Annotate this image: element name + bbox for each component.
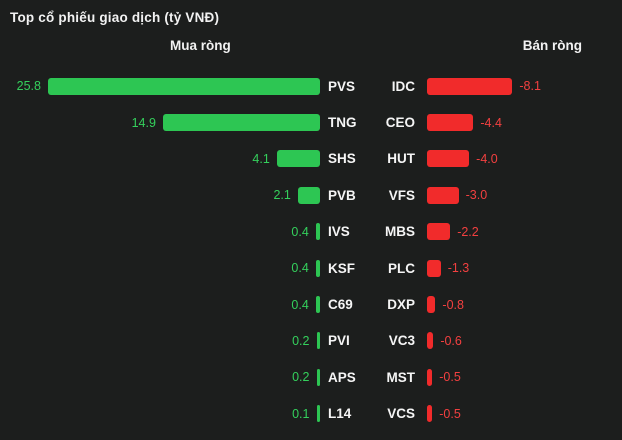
net-sell-header: Bán ròng — [522, 38, 582, 53]
buy-bar-area: 0.1 — [10, 405, 320, 423]
chart-row: 0.2 PVI VC3 -0.6 — [10, 323, 612, 359]
chart-row: 0.4 IVS MBS -2.2 — [10, 214, 612, 250]
chart-row: 25.8 PVS IDC -8.1 — [10, 68, 612, 104]
chart-row: 2.1 PVB VFS -3.0 — [10, 177, 612, 213]
buy-bar-area: 0.4 — [10, 223, 320, 241]
sell-ticker-label: VC3 — [388, 333, 415, 349]
buy-value-label: 2.1 — [273, 188, 291, 203]
sell-bar-area: -0.5 — [427, 368, 612, 386]
sell-bar-area: -0.6 — [427, 332, 612, 350]
buy-value-label: 0.2 — [292, 370, 310, 385]
sell-ticker-label: DXP — [387, 297, 415, 313]
sell-bar-area: -2.2 — [427, 223, 612, 241]
net-buy-header: Mua ròng — [170, 38, 231, 53]
chart-row: 0.4 KSF PLC -1.3 — [10, 250, 612, 286]
buy-value-label: 0.1 — [292, 406, 310, 421]
sell-ticker-label: IDC — [391, 78, 415, 94]
buy-bar-area: 0.4 — [10, 259, 320, 277]
buy-ticker-label: PVS — [328, 78, 356, 94]
sell-value-label: -8.1 — [519, 79, 541, 94]
buy-bar-area: 14.9 — [10, 114, 320, 132]
sell-ticker-label: HUT — [387, 151, 415, 167]
buy-ticker-label: SHS — [328, 151, 356, 167]
buy-bar — [315, 259, 320, 277]
buy-bar — [162, 114, 320, 132]
chart-rows: 25.8 PVS IDC -8.1 14.9 TNG CEO -4.4 4.1 SHS HUT -4.… — [10, 68, 612, 432]
buy-bar-area: 0.2 — [10, 332, 320, 350]
buy-bar-area: 0.2 — [10, 368, 320, 386]
sell-value-label: -4.0 — [476, 151, 498, 166]
chart-row: 4.1 SHS HUT -4.0 — [10, 141, 612, 177]
buy-bar-area: 2.1 — [10, 186, 320, 204]
sell-ticker-label: PLC — [388, 260, 415, 276]
sell-bar — [427, 296, 436, 314]
buy-ticker-label: TNG — [328, 115, 357, 131]
chart-row: 0.1 L14 VCS -0.5 — [10, 396, 612, 432]
sell-bar — [427, 186, 459, 204]
buy-value-label: 0.4 — [291, 261, 309, 276]
sell-bar — [427, 150, 470, 168]
sell-bar-area: -4.4 — [427, 114, 612, 132]
buy-value-label: 0.4 — [291, 297, 309, 312]
chart-row: 14.9 TNG CEO -4.4 — [10, 104, 612, 140]
sell-bar — [427, 114, 474, 132]
sell-bar-area: -0.8 — [427, 296, 612, 314]
sell-bar — [427, 368, 433, 386]
buy-ticker-label: C69 — [328, 297, 353, 313]
buy-ticker-label: PVB — [328, 187, 356, 203]
buy-bar — [315, 296, 320, 314]
sell-ticker-label: CEO — [385, 115, 415, 131]
sell-bar-area: -3.0 — [427, 186, 612, 204]
buy-bar — [48, 77, 320, 95]
sell-ticker-label: MBS — [385, 224, 415, 240]
buy-bar-area: 4.1 — [10, 150, 320, 168]
sell-value-label: -0.6 — [440, 333, 462, 348]
sell-ticker-label: VFS — [388, 187, 415, 203]
sell-bar-area: -4.0 — [427, 150, 612, 168]
buy-bar — [316, 405, 320, 423]
sell-bar — [427, 332, 434, 350]
sell-value-label: -3.0 — [465, 188, 488, 203]
buy-ticker-label: KSF — [328, 260, 355, 276]
buy-value-label: 0.4 — [291, 224, 309, 239]
sell-value-label: -0.5 — [439, 370, 461, 385]
buy-bar — [316, 332, 320, 350]
buy-bar — [316, 368, 320, 386]
sell-value-label: -0.5 — [439, 406, 461, 421]
sell-value-label: -1.3 — [447, 261, 470, 276]
buy-value-label: 25.8 — [16, 79, 41, 94]
sell-value-label: -2.2 — [457, 224, 479, 239]
sell-bar — [427, 405, 433, 423]
buy-value-label: 4.1 — [252, 151, 270, 166]
buy-bar-area: 0.4 — [10, 296, 320, 314]
sell-bar-area: -0.5 — [427, 405, 612, 423]
buy-bar-area: 25.8 — [10, 77, 320, 95]
sell-bar — [427, 223, 451, 241]
chart-row: 0.2 APS MST -0.5 — [10, 359, 612, 395]
chart-row: 0.4 C69 DXP -0.8 — [10, 286, 612, 322]
buy-bar — [297, 186, 320, 204]
buy-ticker-label: IVS — [328, 224, 350, 240]
sell-bar-area: -8.1 — [427, 77, 612, 95]
buy-ticker-label: APS — [328, 369, 356, 385]
sell-bar-area: -1.3 — [427, 259, 612, 277]
buy-value-label: 14.9 — [131, 115, 156, 130]
column-headers: Mua ròng Bán ròng — [10, 38, 612, 53]
buy-bar — [315, 223, 320, 241]
sell-ticker-label: MST — [386, 369, 416, 385]
sell-value-label: -4.4 — [480, 115, 502, 130]
buy-ticker-label: PVI — [328, 333, 350, 349]
sell-bar — [427, 259, 441, 277]
buy-value-label: 0.2 — [292, 333, 310, 348]
sell-bar — [427, 77, 513, 95]
sell-value-label: -0.8 — [442, 297, 464, 312]
chart-title: Top cổ phiếu giao dịch (tỷ VNĐ) — [10, 10, 220, 25]
buy-bar — [276, 150, 320, 168]
buy-ticker-label: L14 — [328, 406, 352, 422]
sell-ticker-label: VCS — [387, 406, 415, 422]
